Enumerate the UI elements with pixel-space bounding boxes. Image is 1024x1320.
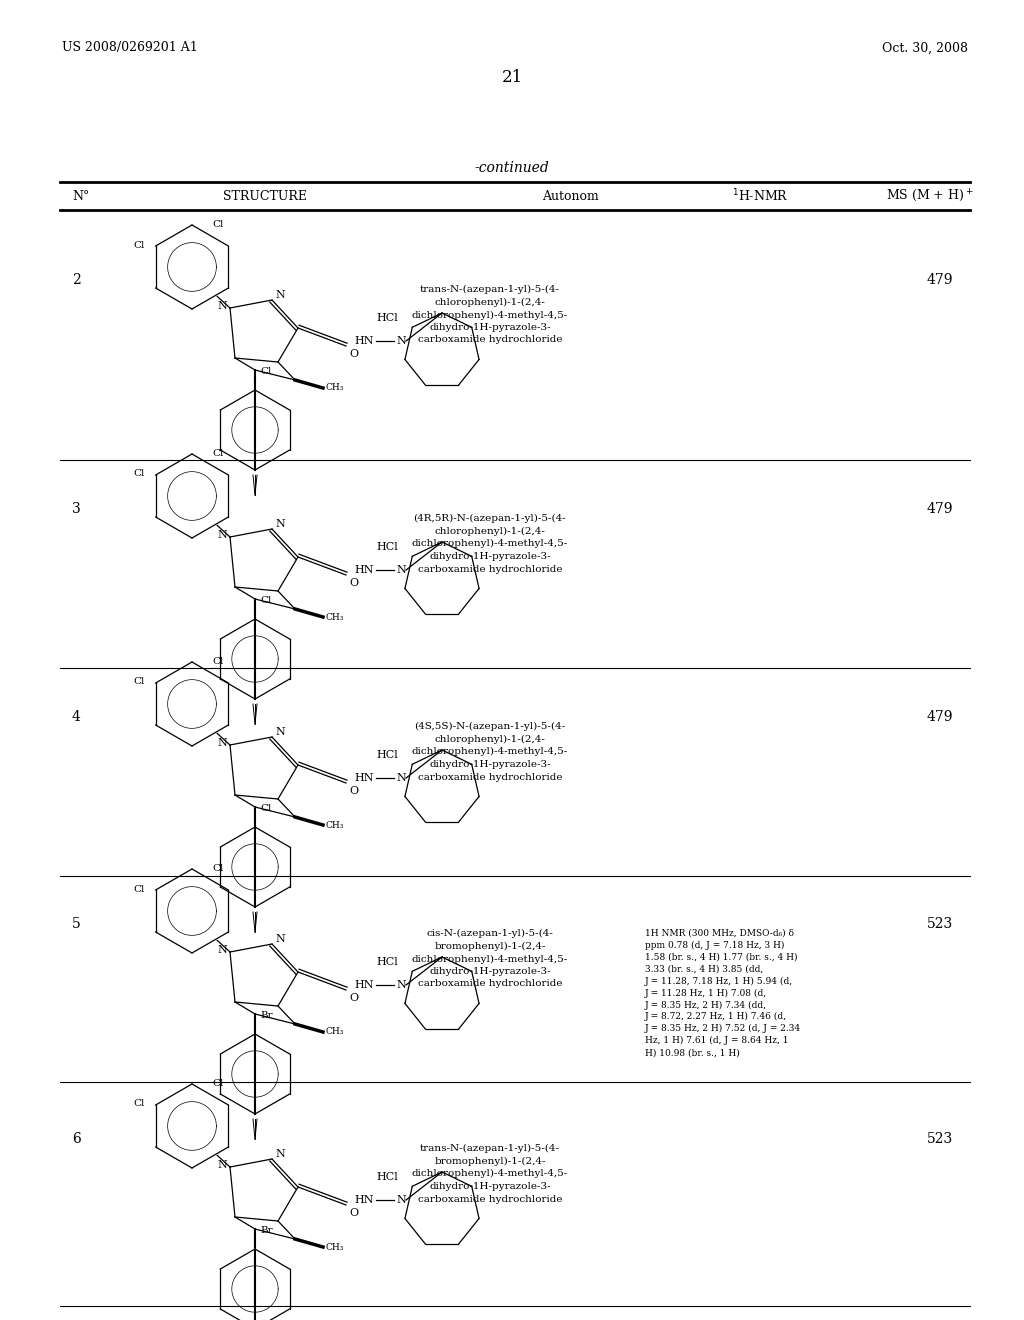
Text: 479: 479: [927, 273, 953, 286]
Text: US 2008/0269201 A1: US 2008/0269201 A1: [62, 41, 198, 54]
Text: (4R,5R)-N-(azepan-1-yl)-5-(4-
chlorophenyl)-1-(2,4-
dichlorophenyl)-4-methyl-4,5: (4R,5R)-N-(azepan-1-yl)-5-(4- chlorophen…: [412, 513, 568, 573]
Text: HN: HN: [354, 565, 374, 576]
Text: N: N: [396, 565, 406, 576]
Text: $^1$H-NMR: $^1$H-NMR: [732, 187, 788, 205]
Text: 5: 5: [72, 917, 81, 931]
Text: -continued: -continued: [475, 161, 549, 176]
Text: Autonom: Autonom: [542, 190, 598, 202]
Text: O: O: [349, 1208, 358, 1218]
Text: 523: 523: [927, 917, 953, 931]
Text: O: O: [349, 578, 358, 587]
Text: MS (M + H)$^+$: MS (M + H)$^+$: [887, 187, 974, 205]
Text: 4: 4: [72, 710, 81, 723]
Text: N: N: [396, 774, 406, 783]
Text: 523: 523: [927, 1133, 953, 1146]
Text: N: N: [275, 1148, 285, 1159]
Text: Cl: Cl: [133, 240, 145, 249]
Text: HN: HN: [354, 1195, 374, 1205]
Text: HN: HN: [354, 337, 374, 346]
Text: N: N: [217, 945, 227, 954]
Text: STRUCTURE: STRUCTURE: [223, 190, 307, 202]
Text: Cl: Cl: [260, 804, 271, 813]
Text: N: N: [275, 727, 285, 737]
Text: N: N: [217, 738, 227, 748]
Text: 479: 479: [927, 502, 953, 516]
Text: Cl: Cl: [133, 470, 145, 479]
Text: CH₃: CH₃: [325, 821, 343, 829]
Text: Br: Br: [260, 1011, 272, 1020]
Text: N: N: [275, 290, 285, 300]
Text: 479: 479: [927, 710, 953, 723]
Text: 21: 21: [502, 70, 522, 87]
Text: N: N: [217, 301, 227, 312]
Text: HCl: HCl: [376, 543, 397, 552]
Text: HN: HN: [354, 979, 374, 990]
Text: 6: 6: [72, 1133, 81, 1146]
Text: CH₃: CH₃: [325, 1027, 343, 1036]
Text: 1H NMR (300 MHz, DMSO-d₆) δ
ppm 0.78 (d, J = 7.18 Hz, 3 H)
1.58 (br. s., 4 H) 1.: 1H NMR (300 MHz, DMSO-d₆) δ ppm 0.78 (d,…: [645, 929, 801, 1057]
Text: CH₃: CH₃: [325, 384, 343, 392]
Text: N: N: [275, 519, 285, 529]
Text: cis-N-(azepan-1-yl)-5-(4-
bromophenyl)-1-(2,4-
dichlorophenyl)-4-methyl-4,5-
dih: cis-N-(azepan-1-yl)-5-(4- bromophenyl)-1…: [412, 929, 568, 989]
Text: Oct. 30, 2008: Oct. 30, 2008: [882, 41, 968, 54]
Text: N: N: [217, 1160, 227, 1170]
Text: Cl: Cl: [260, 597, 271, 605]
Text: O: O: [349, 785, 358, 796]
Text: 3: 3: [72, 502, 81, 516]
Text: Cl: Cl: [133, 884, 145, 894]
Text: 2: 2: [72, 273, 81, 286]
Text: HCl: HCl: [376, 750, 397, 760]
Text: (4S,5S)-N-(azepan-1-yl)-5-(4-
chlorophenyl)-1-(2,4-
dichlorophenyl)-4-methyl-4,5: (4S,5S)-N-(azepan-1-yl)-5-(4- chlorophen…: [412, 722, 568, 781]
Text: N: N: [275, 935, 285, 944]
Text: N: N: [396, 979, 406, 990]
Text: CH₃: CH₃: [325, 1242, 343, 1251]
Text: trans-N-(azepan-1-yl)-5-(4-
chlorophenyl)-1-(2,4-
dichlorophenyl)-4-methyl-4,5-
: trans-N-(azepan-1-yl)-5-(4- chlorophenyl…: [412, 285, 568, 345]
Text: N: N: [217, 531, 227, 540]
Text: Cl: Cl: [212, 220, 223, 228]
Text: Cl: Cl: [212, 657, 223, 667]
Text: HCl: HCl: [376, 313, 397, 323]
Text: Br: Br: [260, 1226, 272, 1236]
Text: N: N: [396, 337, 406, 346]
Text: trans-N-(azepan-1-yl)-5-(4-
bromophenyl)-1-(2,4-
dichlorophenyl)-4-methyl-4,5-
d: trans-N-(azepan-1-yl)-5-(4- bromophenyl)…: [412, 1144, 568, 1204]
Text: Cl: Cl: [133, 677, 145, 686]
Text: Cl: Cl: [212, 1078, 223, 1088]
Text: CH₃: CH₃: [325, 612, 343, 622]
Text: Cl: Cl: [212, 865, 223, 873]
Text: Cl: Cl: [133, 1100, 145, 1109]
Text: Cl: Cl: [260, 367, 271, 376]
Text: N: N: [396, 1195, 406, 1205]
Text: HCl: HCl: [376, 957, 397, 968]
Text: O: O: [349, 993, 358, 1003]
Text: HCl: HCl: [376, 1172, 397, 1181]
Text: N°: N°: [72, 190, 89, 202]
Text: HN: HN: [354, 774, 374, 783]
Text: O: O: [349, 348, 358, 359]
Text: Cl: Cl: [212, 449, 223, 458]
